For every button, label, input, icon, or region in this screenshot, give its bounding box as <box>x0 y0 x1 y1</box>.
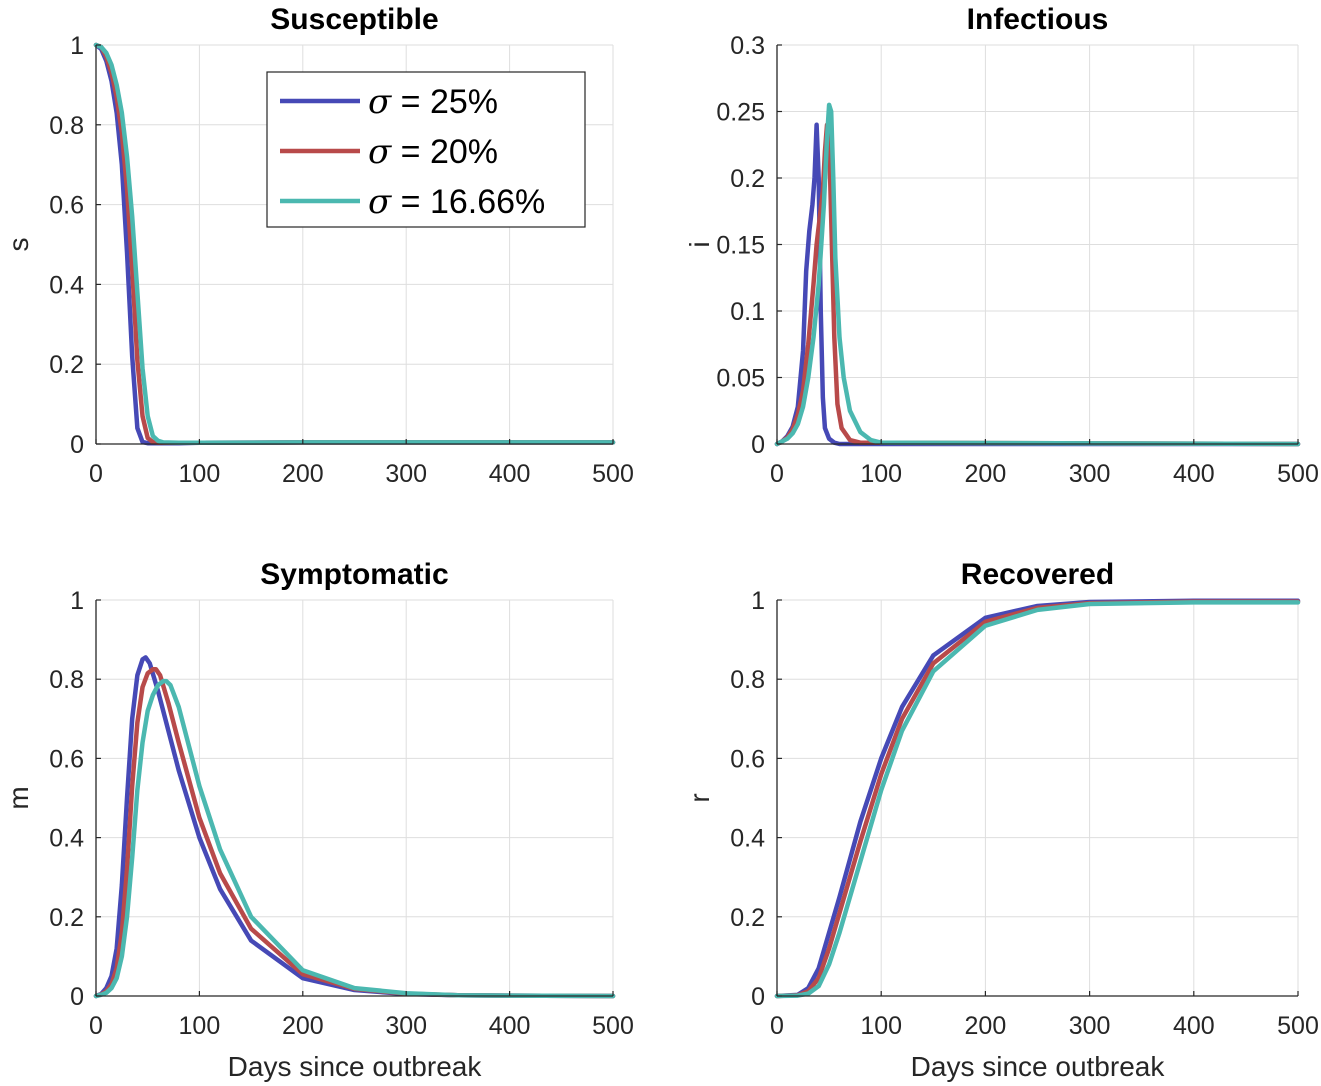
series-line-1 <box>93 667 616 999</box>
legend-symbol: σ <box>368 182 392 222</box>
y-axis-label: s <box>3 238 34 252</box>
x-tick-label: 100 <box>179 1012 221 1040</box>
y-tick-label: 0.2 <box>730 904 765 932</box>
y-tick-label: 0 <box>751 983 765 1011</box>
x-tick-label: 400 <box>489 1012 531 1040</box>
x-tick-label: 200 <box>965 460 1007 488</box>
series-line-0 <box>93 655 616 999</box>
x-tick-label: 400 <box>1173 460 1215 488</box>
subplot-title: Recovered <box>961 558 1114 591</box>
series-line-2 <box>93 42 616 446</box>
x-tick-label: 300 <box>385 1012 427 1040</box>
y-tick-label: 0.3 <box>730 32 765 60</box>
legend-text: = 20% <box>391 133 498 171</box>
x-tick-label: 0 <box>770 1012 784 1040</box>
y-tick-label: 0.6 <box>49 192 84 220</box>
y-tick-label: 0 <box>70 983 84 1011</box>
x-tick-label: 200 <box>282 1012 324 1040</box>
subplot-2: 0 100 200 300 400 500 0 0.2 0.4 0.6 0.8 1 Symptomati… <box>3 558 634 1082</box>
x-tick-label: 400 <box>1173 1012 1215 1040</box>
x-tick-label: 500 <box>592 1012 634 1040</box>
subplot-title: Susceptible <box>270 3 438 36</box>
x-tick-label: 0 <box>89 460 103 488</box>
y-tick-label: 0.1 <box>730 298 765 326</box>
legend-text: = 25% <box>391 83 498 121</box>
y-axis-label: r <box>684 793 715 802</box>
series-line-2 <box>93 678 616 999</box>
y-axis-label: m <box>3 786 34 809</box>
subplot-3: 0 100 200 300 400 500 0 0.2 0.4 0.6 0.8 1 Recovered r… <box>684 558 1319 1082</box>
series-line-0 <box>774 122 1301 447</box>
y-tick-label: 0.2 <box>49 351 84 379</box>
legend-symbol: σ <box>368 82 392 122</box>
subplot-0: 0 100 200 300 400 500 0 0.2 0.4 0.6 0.8 1 Susceptibl… <box>3 3 634 488</box>
series-line-0 <box>774 598 1301 999</box>
y-tick-label: 0.6 <box>730 745 765 773</box>
series-line-1 <box>774 122 1301 447</box>
legend-entry-1: σ = 20% <box>368 132 498 172</box>
x-tick-label: 100 <box>860 460 902 488</box>
subplot-title: Symptomatic <box>260 558 448 591</box>
y-tick-label: 0.25 <box>716 99 765 127</box>
legend-symbol: σ <box>368 132 392 172</box>
x-tick-label: 500 <box>1277 460 1319 488</box>
legend: σ = 25%σ = 20%σ = 16.66% <box>266 71 586 228</box>
x-tick-label: 500 <box>592 460 634 488</box>
y-tick-label: 0.2 <box>49 904 84 932</box>
series-line-1 <box>774 599 1301 999</box>
legend-entry-0: σ = 25% <box>368 82 498 122</box>
legend-entry-2: σ = 16.66% <box>368 182 545 222</box>
y-tick-label: 0 <box>70 431 84 459</box>
y-tick-label: 0.4 <box>730 825 765 853</box>
subplot-title: Infectious <box>967 3 1109 36</box>
y-tick-label: 0.8 <box>730 666 765 694</box>
x-tick-label: 300 <box>1069 460 1111 488</box>
y-tick-label: 0.15 <box>716 232 765 260</box>
y-tick-label: 0.4 <box>49 825 84 853</box>
x-tick-label: 300 <box>1069 1012 1111 1040</box>
x-tick-label: 400 <box>489 460 531 488</box>
y-tick-label: 1 <box>70 587 84 615</box>
x-tick-label: 200 <box>282 460 324 488</box>
x-tick-label: 100 <box>179 460 221 488</box>
x-tick-label: 200 <box>965 1012 1007 1040</box>
y-tick-label: 0.6 <box>49 745 84 773</box>
x-tick-label: 0 <box>89 1012 103 1040</box>
subplot-1: 0 100 200 300 400 500 0 0.05 0.1 0.15 0.2 0.25 0.3 In… <box>684 3 1319 488</box>
x-tick-label: 100 <box>860 1012 902 1040</box>
y-tick-label: 0 <box>751 431 765 459</box>
x-axis-label: Days since outbreak <box>911 1051 1166 1082</box>
x-axis-label: Days since outbreak <box>228 1051 483 1082</box>
series-line-2 <box>774 600 1301 999</box>
y-tick-label: 0.4 <box>49 271 84 299</box>
y-axis-label: i <box>684 241 715 247</box>
y-tick-label: 0.2 <box>730 165 765 193</box>
y-tick-label: 0.05 <box>716 365 765 393</box>
y-tick-label: 1 <box>751 587 765 615</box>
x-tick-label: 300 <box>385 460 427 488</box>
legend-text: = 16.66% <box>391 183 545 221</box>
y-tick-label: 0.8 <box>49 666 84 694</box>
x-tick-label: 0 <box>770 460 784 488</box>
series-line-2 <box>774 102 1301 447</box>
x-tick-label: 500 <box>1277 1012 1319 1040</box>
y-tick-label: 1 <box>70 32 84 60</box>
y-tick-label: 0.8 <box>49 112 84 140</box>
